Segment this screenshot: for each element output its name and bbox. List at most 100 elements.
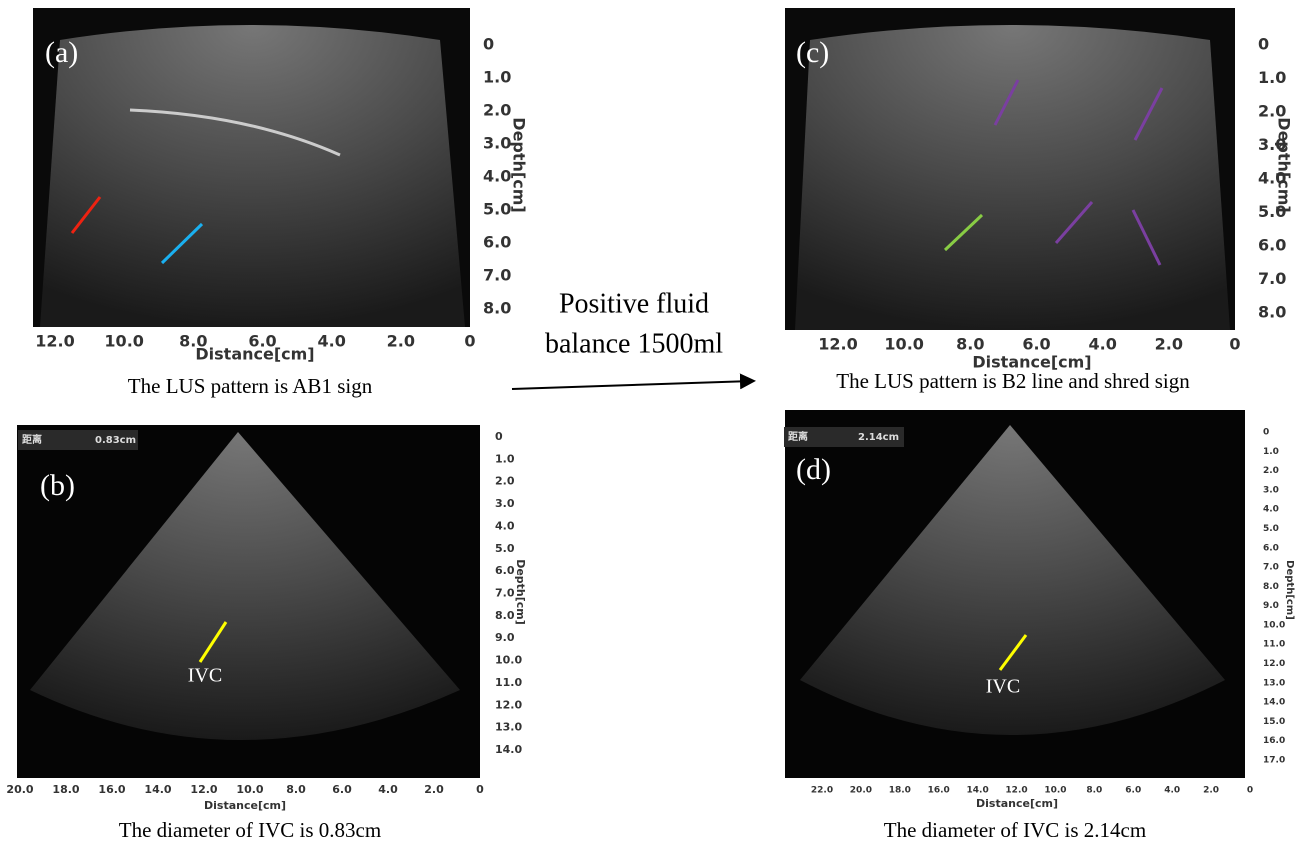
depth-axis-label: Depth[cm] (514, 559, 527, 625)
arrow (1054, 201, 1094, 244)
distance-tick-label: 0 (464, 332, 475, 351)
panel-label: (a) (45, 36, 78, 69)
arrow (1133, 87, 1164, 141)
distance-tick-label: 2.0 (1203, 786, 1219, 796)
distance-tick-label: 12.0 (35, 332, 74, 351)
caption: The LUS pattern is AB1 sign (128, 374, 373, 398)
distance-tick-label: 10.0 (884, 335, 923, 354)
distance-tick-label: 14.0 (967, 786, 989, 796)
distance-axis-label: Distance[cm] (204, 799, 286, 812)
depth-tick-label: 5.0 (483, 200, 511, 219)
depth-tick-label: 12.0 (1263, 659, 1285, 669)
depth-tick-label: 7.0 (483, 266, 511, 285)
distance-tick-label: 8.0 (956, 335, 984, 354)
depth-tick-label: 5.0 (1263, 524, 1279, 534)
distance-tick-label: 4.0 (378, 783, 398, 796)
distance-tick-label: 12.0 (1005, 786, 1027, 796)
panel-label: (c) (796, 36, 829, 69)
arrow (993, 79, 1020, 126)
depth-tick-label: 3.0 (1263, 485, 1279, 495)
arrow (1131, 209, 1162, 266)
distance-tick-label: 6.0 (332, 783, 352, 796)
depth-tick-label: 13.0 (1263, 678, 1285, 688)
readout-value: 2.14cm (858, 432, 899, 443)
depth-tick-label: 3.0 (483, 134, 511, 153)
depth-tick-label: 14.0 (1263, 698, 1285, 708)
image-fan (30, 432, 460, 740)
depth-tick-label: 2.0 (483, 101, 511, 120)
distance-tick-label: 18.0 (889, 786, 911, 796)
distance-tick-label: 20.0 (6, 783, 33, 796)
image-fan (40, 25, 465, 327)
depth-tick-label: 4.0 (495, 519, 515, 532)
depth-tick-label: 2.0 (1263, 466, 1279, 476)
arrow (943, 213, 984, 252)
distance-axis-label: Distance[cm] (976, 797, 1058, 810)
depth-tick-label: 4.0 (1263, 505, 1279, 515)
depth-tick-label: 0 (483, 35, 494, 54)
depth-tick-label: 7.0 (1263, 563, 1279, 573)
depth-tick-label: 7.0 (495, 587, 515, 600)
depth-tick-label: 5.0 (1258, 202, 1286, 221)
distance-tick-label: 10.0 (1044, 786, 1066, 796)
distance-tick-label: 6.0 (1125, 786, 1141, 796)
distance-tick-label: 4.0 (1088, 335, 1116, 354)
center-text: balance 1500ml (545, 328, 723, 359)
depth-tick-label: 16.0 (1263, 736, 1285, 746)
depth-axis-label: Depth[cm] (510, 117, 529, 212)
depth-tick-label: 6.0 (483, 233, 511, 252)
depth-tick-label: 3.0 (495, 497, 515, 510)
distance-tick-label: 16.0 (928, 786, 950, 796)
readout-box (18, 430, 138, 450)
depth-tick-label: 13.0 (495, 721, 522, 734)
distance-tick-label: 8.0 (286, 783, 306, 796)
annotation: IVC (986, 676, 1020, 698)
depth-tick-label: 10.0 (1263, 620, 1285, 630)
caption: The diameter of IVC is 0.83cm (119, 818, 381, 842)
arrow (160, 222, 204, 265)
depth-tick-label: 3.0 (1258, 135, 1286, 154)
distance-tick-label: 6.0 (1022, 335, 1050, 354)
arrow (998, 634, 1028, 671)
depth-tick-label: 0 (1263, 428, 1269, 438)
depth-tick-label: 17.0 (1263, 756, 1285, 766)
depth-tick-label: 1.0 (1258, 68, 1286, 87)
depth-tick-label: 7.0 (1258, 269, 1286, 288)
distance-tick-label: 0 (476, 783, 484, 796)
depth-tick-label: 8.0 (1263, 582, 1279, 592)
depth-tick-label: 10.0 (495, 654, 522, 667)
depth-tick-label: 2.0 (495, 475, 515, 488)
distance-tick-label: 2.0 (1155, 335, 1183, 354)
panel-label: (b) (40, 469, 75, 502)
distance-tick-label: 8.0 (179, 332, 207, 351)
distance-tick-label: 0 (1247, 786, 1253, 796)
readout-value: 0.83cm (95, 435, 136, 446)
depth-tick-label: 9.0 (495, 631, 515, 644)
distance-tick-label: 22.0 (811, 786, 833, 796)
distance-tick-label: 4.0 (317, 332, 345, 351)
depth-axis-label: Depth[cm] (1284, 560, 1295, 620)
depth-tick-label: 1.0 (1263, 447, 1279, 457)
depth-tick-label: 4.0 (483, 167, 511, 186)
distance-tick-label: 4.0 (1164, 786, 1180, 796)
depth-tick-label: 5.0 (495, 542, 515, 555)
readout: 距离 (788, 430, 808, 443)
depth-tick-label: 14.0 (495, 743, 522, 756)
annotation: IVC (188, 665, 222, 687)
depth-tick-label: 1.0 (483, 68, 511, 87)
image-fan (800, 425, 1225, 735)
readout-box (784, 427, 904, 447)
distance-axis-label: Distance[cm] (972, 353, 1091, 372)
distance-tick-label: 20.0 (850, 786, 872, 796)
distance-tick-label: 8.0 (1086, 786, 1102, 796)
distance-tick-label: 12.0 (818, 335, 857, 354)
depth-tick-label: 2.0 (1258, 102, 1286, 121)
depth-tick-label: 12.0 (495, 698, 522, 711)
depth-tick-label: 4.0 (1258, 169, 1286, 188)
image-fan (795, 25, 1230, 330)
distance-tick-label: 18.0 (52, 783, 79, 796)
depth-tick-label: 8.0 (483, 299, 511, 318)
depth-tick-label: 8.0 (1258, 303, 1286, 322)
distance-axis-label: Distance[cm] (195, 345, 314, 364)
